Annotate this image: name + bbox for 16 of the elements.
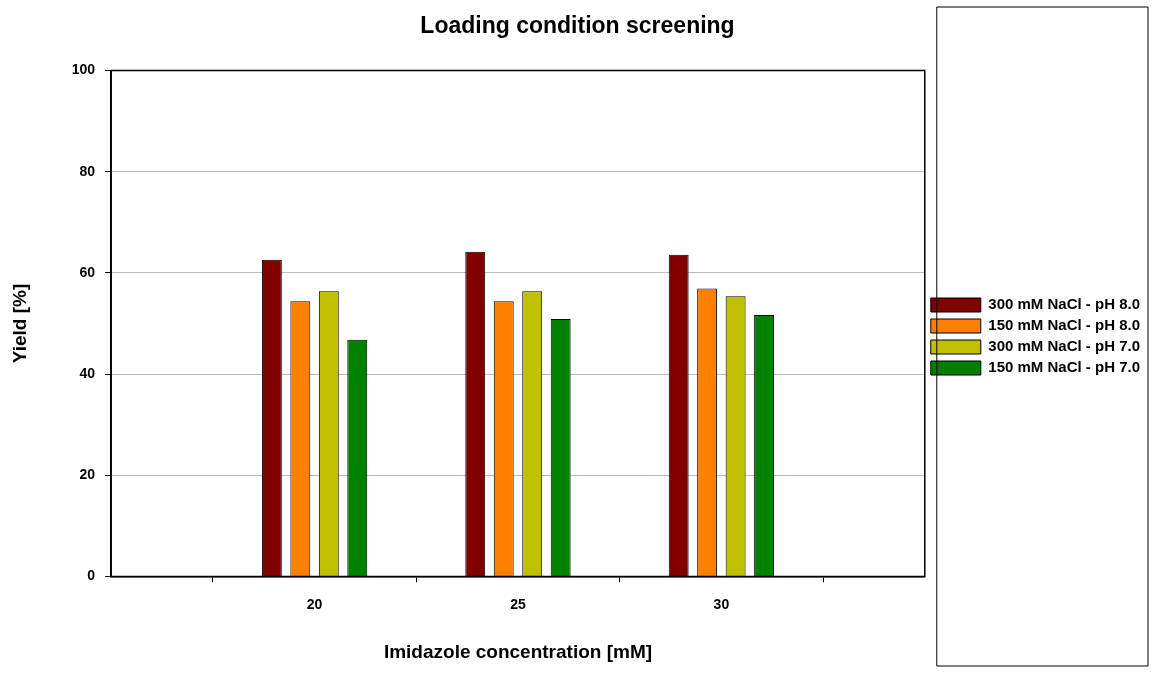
- y-tick-label: 40: [79, 364, 96, 381]
- y-axis-title: Yield [%]: [8, 283, 30, 364]
- chart-title: Loading condition screening: [420, 12, 735, 39]
- y-tick-label: 20: [79, 466, 96, 483]
- x-axis-title: Imidazole concentration [mM]: [383, 640, 653, 662]
- y-tick-label: 60: [79, 263, 96, 280]
- legend-label: 300 mM NaCl - pH 8.0: [988, 295, 1140, 313]
- x-tick-label: 20: [306, 595, 323, 612]
- y-tick-label: 100: [71, 61, 96, 78]
- x-tick-label: 25: [510, 595, 526, 612]
- y-tick-label: 0: [87, 567, 96, 584]
- y-tick-label: 80: [79, 162, 96, 179]
- legend-label: 150 mM NaCl - pH 7.0: [988, 358, 1140, 376]
- legend-label: 150 mM NaCl - pH 8.0: [988, 316, 1140, 334]
- x-tick-label: 30: [713, 595, 730, 612]
- legend-label: 300 mM NaCl - pH 7.0: [988, 337, 1140, 355]
